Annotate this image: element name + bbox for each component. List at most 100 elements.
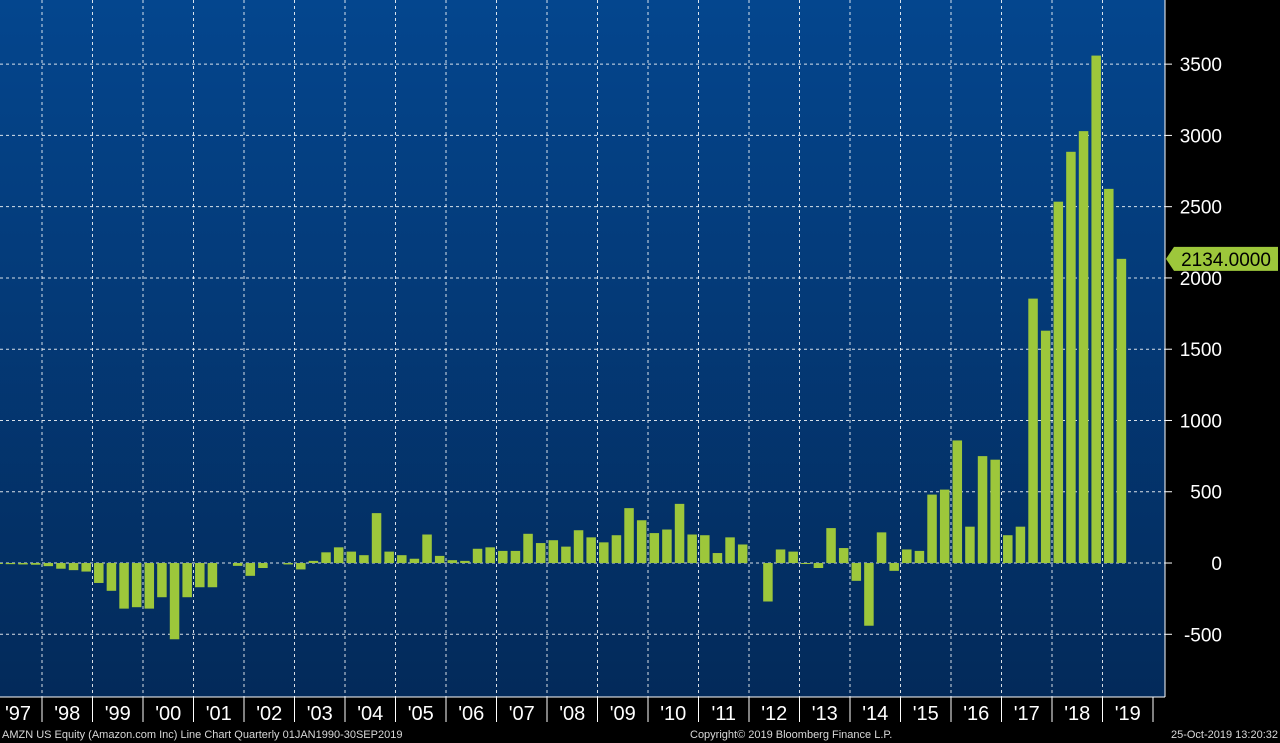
bar bbox=[359, 555, 369, 564]
bar bbox=[94, 563, 104, 583]
bar bbox=[346, 551, 357, 564]
bar bbox=[384, 551, 394, 564]
bar bbox=[788, 551, 798, 564]
bar bbox=[813, 563, 824, 569]
x-tick-label: '06 bbox=[458, 703, 484, 725]
bar bbox=[195, 563, 205, 588]
x-tick-label: '98 bbox=[54, 703, 80, 725]
last-value-label: 2134.0000 bbox=[1181, 250, 1271, 271]
x-tick-label: '18 bbox=[1064, 703, 1090, 725]
bar bbox=[876, 532, 887, 564]
y-tick-label: 3000 bbox=[1180, 126, 1222, 147]
bar bbox=[157, 563, 167, 598]
bar bbox=[510, 550, 521, 564]
y-axis-background bbox=[1165, 0, 1280, 697]
y-tick-label: 0 bbox=[1211, 554, 1222, 575]
bar bbox=[649, 533, 660, 564]
bar bbox=[864, 563, 874, 626]
bar bbox=[636, 520, 647, 564]
x-tick-label: '11 bbox=[711, 703, 736, 725]
bar bbox=[927, 494, 937, 564]
x-tick-label: '02 bbox=[256, 703, 282, 725]
bar bbox=[321, 552, 331, 564]
bar bbox=[535, 543, 546, 564]
bar bbox=[30, 563, 41, 565]
x-tick-label: '12 bbox=[761, 703, 787, 725]
x-axis-background bbox=[0, 697, 1280, 727]
y-tick-label: -500 bbox=[1184, 625, 1222, 646]
bar bbox=[1078, 131, 1089, 564]
bar bbox=[624, 508, 634, 564]
bar bbox=[712, 553, 723, 564]
bar bbox=[43, 563, 54, 567]
bar bbox=[700, 535, 710, 564]
x-tick-label: '07 bbox=[509, 703, 535, 725]
bar bbox=[523, 533, 533, 564]
bar bbox=[1091, 55, 1101, 564]
x-axis-ticks: '97 '98 '99 '00 '01 '02 '03 '04 '05 '06 '07 '08 '09 '… bbox=[5, 697, 1154, 725]
bar bbox=[485, 547, 495, 564]
bar bbox=[207, 563, 218, 588]
bar bbox=[573, 530, 584, 564]
x-tick-label: '15 bbox=[913, 703, 939, 725]
bar bbox=[838, 548, 849, 564]
x-tick-label: '09 bbox=[610, 703, 636, 725]
bar bbox=[144, 563, 155, 609]
bar bbox=[1053, 201, 1064, 564]
bar bbox=[662, 529, 672, 564]
bar bbox=[725, 537, 735, 564]
bar bbox=[308, 560, 319, 564]
bar bbox=[1116, 258, 1127, 564]
x-tick-label: '97 bbox=[5, 703, 31, 725]
y-tick-label: 500 bbox=[1190, 483, 1222, 504]
x-tick-label: '19 bbox=[1115, 703, 1141, 725]
bar bbox=[851, 563, 862, 581]
bar bbox=[939, 489, 950, 564]
plot-background bbox=[0, 0, 1165, 697]
x-tick-label: '04 bbox=[357, 703, 383, 725]
bar bbox=[283, 563, 293, 565]
footer-timestamp: 25-Oct-2019 13:20:32 bbox=[1170, 729, 1278, 741]
x-tick-label: '05 bbox=[408, 703, 434, 725]
bar bbox=[0, 563, 3, 565]
x-tick-label: '03 bbox=[307, 703, 333, 725]
bar bbox=[674, 503, 685, 564]
bar bbox=[106, 563, 117, 591]
last-value-marker: 2134.0000 bbox=[1166, 246, 1278, 271]
bar bbox=[447, 560, 458, 564]
bar bbox=[914, 550, 925, 564]
bar bbox=[182, 563, 192, 598]
bar bbox=[296, 563, 306, 570]
x-tick-label: '14 bbox=[862, 703, 888, 725]
bar bbox=[397, 555, 407, 564]
x-tick-label: '00 bbox=[155, 703, 181, 725]
y-tick-label: 1000 bbox=[1180, 411, 1222, 432]
bar bbox=[371, 513, 382, 564]
x-tick-label: '99 bbox=[105, 703, 131, 725]
bar bbox=[687, 534, 697, 564]
bar bbox=[258, 563, 268, 569]
bar bbox=[131, 563, 142, 608]
last-value-box bbox=[1166, 246, 1278, 271]
bar bbox=[434, 555, 445, 564]
footer-security-description: AMZN US Equity (Amazon.com Inc) Line Cha… bbox=[2, 729, 403, 741]
bar bbox=[409, 558, 420, 564]
bar bbox=[763, 563, 773, 602]
bar bbox=[472, 548, 483, 564]
bar bbox=[561, 546, 571, 564]
bar bbox=[611, 535, 622, 564]
x-tick-label: '16 bbox=[963, 703, 989, 725]
bar bbox=[1066, 151, 1076, 564]
y-tick-label: 1500 bbox=[1180, 340, 1222, 361]
y-tick-label: 2000 bbox=[1180, 269, 1222, 290]
footer-copyright: Copyright© 2019 Bloomberg Finance L.P. bbox=[690, 729, 893, 741]
bar bbox=[81, 563, 91, 572]
bar bbox=[952, 440, 963, 564]
x-tick-label: '17 bbox=[1014, 703, 1040, 725]
bar bbox=[889, 563, 899, 571]
bar bbox=[737, 544, 748, 564]
bar bbox=[586, 537, 596, 564]
bar bbox=[1040, 330, 1051, 564]
x-tick-label: '10 bbox=[660, 703, 686, 725]
